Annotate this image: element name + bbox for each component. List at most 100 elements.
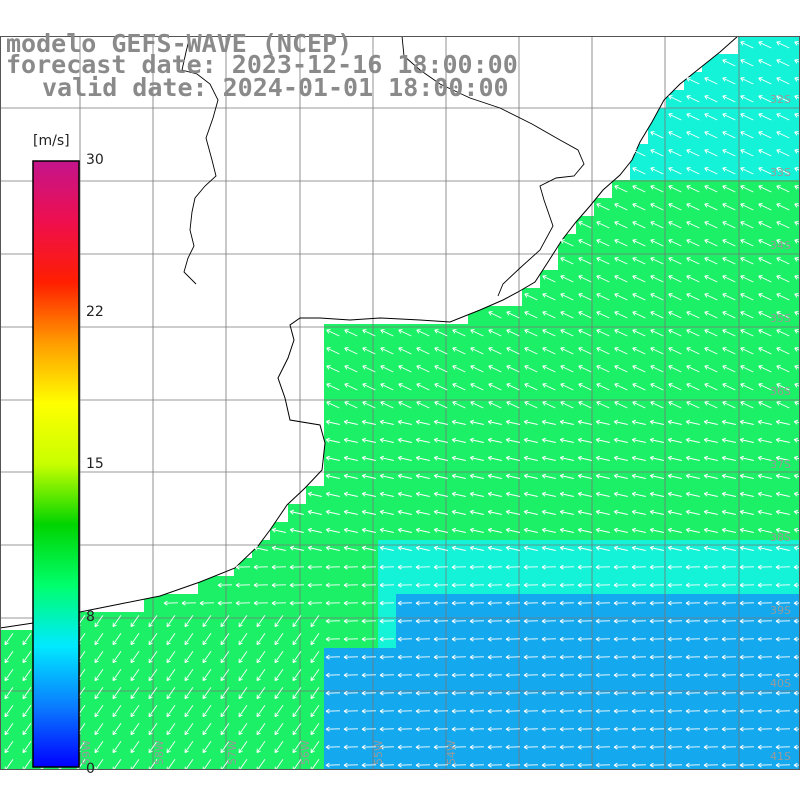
wind-arrow <box>541 744 557 750</box>
wind-arrow <box>775 455 790 461</box>
wind-arrow <box>686 329 700 337</box>
wind-arrow <box>541 600 557 606</box>
wind-arrow <box>361 491 376 497</box>
wind-arrow <box>433 762 449 768</box>
wind-arrow <box>703 762 719 768</box>
speed-cell <box>126 756 145 770</box>
wind-arrow <box>469 437 484 443</box>
wind-arrow <box>577 473 592 479</box>
wind-arrow <box>310 723 320 736</box>
wind-arrow <box>487 672 503 678</box>
wind-arrow <box>559 618 575 624</box>
lat-label: 33S <box>770 166 791 179</box>
wind-arrow <box>577 600 593 606</box>
wind-arrow <box>148 669 158 682</box>
wind-arrow <box>505 636 521 642</box>
wind-arrow <box>559 762 575 768</box>
wind-arrow <box>740 293 754 301</box>
wind-arrow <box>560 293 574 301</box>
wind-arrow <box>595 419 610 425</box>
wind-arrow <box>325 744 341 750</box>
wind-arrow <box>721 690 737 696</box>
wind-arrow <box>631 690 647 696</box>
wind-arrow <box>542 365 556 373</box>
wind-arrow <box>721 600 737 606</box>
wind-arrow <box>685 527 700 533</box>
wind-arrow <box>415 708 431 714</box>
wind-arrow <box>130 669 140 682</box>
wind-arrow <box>758 347 772 355</box>
wind-arrow <box>559 473 574 479</box>
wind-arrow <box>487 582 503 588</box>
speed-cell <box>792 306 800 325</box>
wind-arrow <box>596 221 610 229</box>
wind-arrow <box>685 455 700 461</box>
wind-arrow <box>415 564 431 570</box>
wind-arrow <box>704 311 718 319</box>
wind-arrow <box>775 744 791 750</box>
wind-arrow <box>794 275 800 280</box>
wind-arrow <box>433 600 449 606</box>
wind-arrow <box>325 473 340 479</box>
speed-cell <box>792 234 800 253</box>
wind-arrow <box>505 509 520 515</box>
wind-arrow <box>292 705 302 718</box>
wind-arrow <box>793 455 800 461</box>
wind-arrow <box>721 654 737 660</box>
wind-arrow <box>220 741 230 754</box>
wind-arrow <box>505 491 520 497</box>
wind-arrow <box>740 347 754 355</box>
wind-arrow <box>325 509 340 515</box>
speed-cell <box>108 756 127 770</box>
wind-arrow <box>524 311 538 319</box>
wind-arrow <box>793 726 800 732</box>
wind-arrow <box>325 455 340 461</box>
wind-arrow <box>776 113 790 121</box>
wind-arrow <box>310 633 320 646</box>
wind-arrow <box>523 564 539 570</box>
wind-arrow <box>776 149 790 157</box>
wind-arrow <box>398 365 412 373</box>
wind-arrow <box>775 726 791 732</box>
colorbar-tick-8: 8 <box>86 609 95 625</box>
wind-arrow <box>433 509 448 515</box>
wind-arrow <box>292 615 302 628</box>
wind-arrow <box>704 239 718 247</box>
wind-arrow <box>148 741 158 754</box>
wind-arrow <box>794 383 800 388</box>
wind-arrow <box>523 708 539 714</box>
wind-arrow <box>758 293 772 301</box>
wind-arrow <box>739 437 754 443</box>
wind-arrow <box>758 329 772 337</box>
wind-arrow <box>793 473 800 479</box>
wind-arrow <box>685 654 701 660</box>
wind-arrow <box>722 383 736 391</box>
wind-arrow <box>740 203 754 211</box>
wind-arrow <box>794 185 800 190</box>
wind-arrow <box>469 690 485 696</box>
wind-arrow <box>793 600 800 606</box>
wind-arrow <box>343 564 359 570</box>
wind-arrow <box>415 509 430 515</box>
wind-arrow <box>4 741 14 754</box>
wind-arrow <box>415 419 430 425</box>
wind-arrow <box>523 437 538 443</box>
wind-arrow <box>667 527 682 533</box>
wind-arrow <box>184 687 194 700</box>
wind-arrow <box>379 545 394 551</box>
wind-arrow <box>632 221 646 229</box>
wind-arrow <box>343 726 359 732</box>
wind-arrow <box>4 723 14 736</box>
wind-arrow <box>469 762 485 768</box>
wind-arrow <box>650 365 664 373</box>
wind-arrow <box>613 654 629 660</box>
wind-arrow <box>631 419 646 425</box>
wind-arrow <box>326 329 340 337</box>
wind-arrow <box>505 600 521 606</box>
wind-arrow <box>703 527 718 533</box>
wind-arrow <box>757 672 773 678</box>
wind-arrow <box>289 564 305 570</box>
wind-arrow <box>757 636 773 642</box>
wind-arrow <box>184 651 194 664</box>
wind-arrow <box>739 636 755 642</box>
